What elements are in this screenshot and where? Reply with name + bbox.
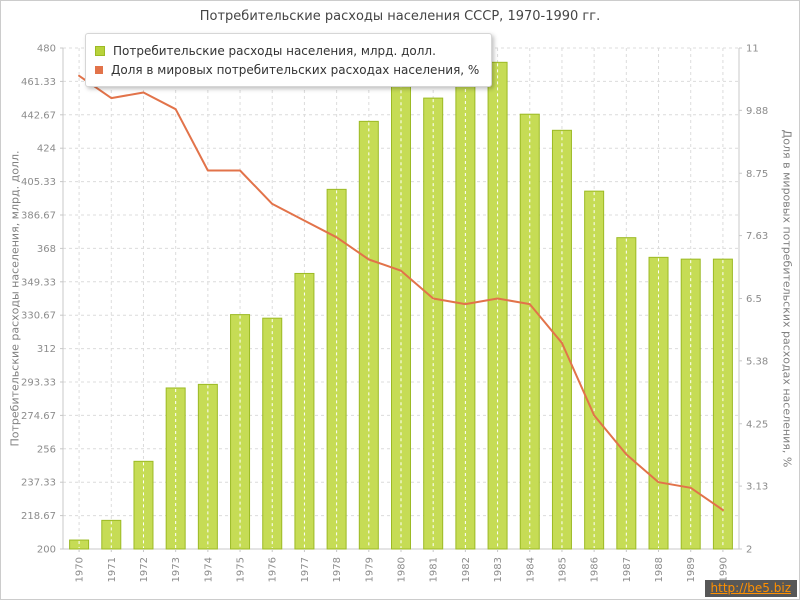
x-tick-label-1978: 1978 <box>332 557 343 582</box>
x-tick-label-1970: 1970 <box>75 557 86 582</box>
tick-label: 4.25 <box>746 419 768 430</box>
chart-title: Потребительские расходы населения СССР, … <box>199 9 601 24</box>
tick-label: 2 <box>746 545 752 556</box>
tick-label: 349.33 <box>21 277 56 288</box>
legend-item-line-series: Доля в мировых потребительских расходах … <box>95 60 479 79</box>
bar-1987 <box>616 237 637 550</box>
tick-label: 293.33 <box>21 378 56 389</box>
tick-label: 5.38 <box>746 356 768 367</box>
x-tick-label-1973: 1973 <box>171 557 182 582</box>
tick-label: 274.67 <box>21 411 56 422</box>
legend: Потребительские расходы населения, млрд.… <box>85 33 493 87</box>
tick-label: 368 <box>37 244 56 255</box>
bar-series-marker-icon <box>95 45 105 56</box>
x-tick-label-1972: 1972 <box>139 557 150 582</box>
bar-1986 <box>584 190 605 550</box>
tick-label: 9.88 <box>746 106 768 117</box>
x-tick-label-1981: 1981 <box>429 557 440 582</box>
watermark-link[interactable]: http://be5.biz <box>704 580 797 597</box>
tick-label: 386.67 <box>21 210 56 221</box>
tick-label: 11 <box>746 44 759 55</box>
x-tick-label-1977: 1977 <box>300 557 311 582</box>
x-tick-label-1987: 1987 <box>622 557 633 582</box>
tick-label: 8.75 <box>746 169 768 180</box>
x-tick-label-1986: 1986 <box>590 557 601 582</box>
legend-label-bar-series: Потребительские расходы населения, млрд.… <box>113 43 436 58</box>
tick-label: 218.67 <box>21 511 56 522</box>
legend-item-bar-series: Потребительские расходы населения, млрд.… <box>95 41 479 60</box>
x-tick-label-1985: 1985 <box>557 557 568 582</box>
x-tick-label-1982: 1982 <box>461 557 472 582</box>
tick-label: 424 <box>37 144 56 155</box>
tick-label: 256 <box>37 444 56 455</box>
tick-label: 442.67 <box>21 110 56 121</box>
share-line <box>78 74 724 511</box>
x-tick-label-1989: 1989 <box>686 557 697 582</box>
x-tick-label-1976: 1976 <box>268 557 279 582</box>
x-tick-label-1979: 1979 <box>364 557 375 582</box>
x-tick-label-1975: 1975 <box>236 557 247 582</box>
bar-1980 <box>391 70 411 550</box>
x-tick-label-1983: 1983 <box>493 557 504 582</box>
x-tick-label-1974: 1974 <box>203 557 214 582</box>
bar-1977 <box>294 272 315 550</box>
x-tick-label-1980: 1980 <box>397 557 408 582</box>
tick-label: 7.63 <box>746 231 768 242</box>
x-tick-label-1984: 1984 <box>525 557 536 582</box>
x-tick-label-1988: 1988 <box>654 557 665 582</box>
tick-label: 480 <box>37 44 56 55</box>
bar-1982 <box>455 81 476 550</box>
line-series-marker-icon <box>95 65 103 74</box>
tick-label: 461.33 <box>21 77 56 88</box>
legend-label-line-series: Доля в мировых потребительских расходах … <box>111 62 480 77</box>
tick-label: 3.13 <box>746 482 768 493</box>
x-tick-label-1971: 1971 <box>107 557 118 582</box>
tick-label: 6.5 <box>746 294 762 305</box>
tick-label: 312 <box>37 344 56 355</box>
tick-label: 330.67 <box>21 311 56 322</box>
tick-label: 237.33 <box>21 478 56 489</box>
bar-1978 <box>326 188 347 550</box>
tick-label: 405.33 <box>21 177 56 188</box>
x-tick-label-1990: 1990 <box>718 557 729 582</box>
tick-label: 200 <box>37 545 56 556</box>
